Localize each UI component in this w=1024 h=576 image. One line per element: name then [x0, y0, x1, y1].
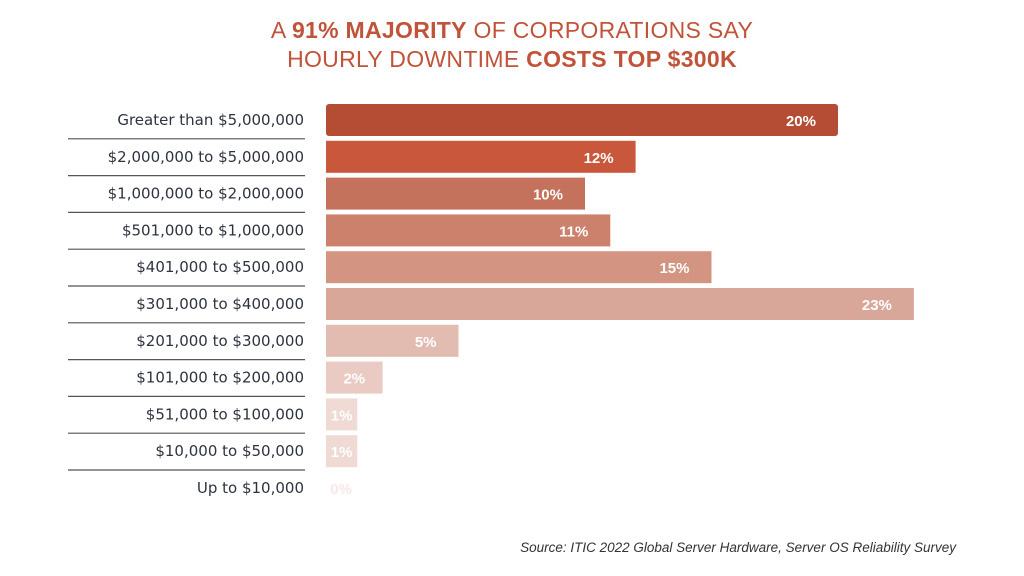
- bar: [326, 104, 838, 136]
- category-label: $401,000 to $500,000: [136, 258, 304, 276]
- bar: [326, 324, 459, 357]
- bar: [326, 140, 636, 173]
- title-segment: COSTS TOP $300K: [526, 46, 737, 72]
- title-segment: A: [270, 17, 292, 43]
- chart-title: A 91% MAJORITY OF CORPORATIONS SAY HOURL…: [0, 16, 1024, 74]
- bar: [326, 177, 585, 210]
- category-label: $2,000,000 to $5,000,000: [108, 148, 304, 166]
- source-note: Source: ITIC 2022 Global Server Hardware…: [520, 540, 956, 555]
- data-label: 1%: [331, 444, 353, 461]
- data-label: 15%: [659, 260, 689, 277]
- data-label: 10%: [533, 187, 563, 204]
- data-label: 23%: [862, 297, 892, 314]
- category-label: Up to $10,000: [197, 479, 304, 497]
- bar: [326, 214, 611, 247]
- data-label: 12%: [584, 150, 614, 167]
- category-label: $101,000 to $200,000: [136, 369, 304, 387]
- data-label: 2%: [343, 371, 365, 388]
- data-label: 1%: [331, 407, 353, 424]
- title-segment: HOURLY DOWNTIME: [287, 46, 527, 72]
- bar: [326, 398, 358, 431]
- category-label: $10,000 to $50,000: [155, 442, 304, 460]
- title-line-1: A 91% MAJORITY OF CORPORATIONS SAY: [0, 16, 1024, 45]
- title-segment: 91% MAJORITY: [291, 17, 467, 43]
- title-line-2: HOURLY DOWNTIME COSTS TOP $300K: [0, 45, 1024, 74]
- data-label: 11%: [559, 223, 588, 240]
- title-segment: OF CORPORATIONS SAY: [466, 17, 754, 43]
- data-label: 0%: [330, 481, 352, 498]
- category-label: $51,000 to $100,000: [146, 405, 304, 423]
- category-label: $201,000 to $300,000: [136, 332, 304, 350]
- category-label: $301,000 to $400,000: [136, 295, 304, 313]
- bar: [326, 288, 914, 320]
- category-label: Greater than $5,000,000: [117, 111, 304, 129]
- category-label: $501,000 to $1,000,000: [122, 221, 304, 239]
- data-label: 20%: [786, 113, 816, 130]
- bar: [326, 435, 358, 468]
- category-label: $1,000,000 to $2,000,000: [108, 185, 304, 203]
- bar: [326, 251, 712, 284]
- data-label: 5%: [415, 334, 437, 351]
- bar: [326, 361, 383, 394]
